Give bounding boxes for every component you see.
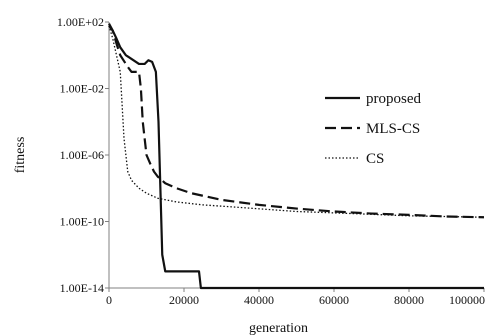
- series-line-mls-cs: [108, 23, 485, 219]
- series-line-proposed: [108, 25, 484, 290]
- series-group: [108, 23, 485, 290]
- legend: proposed MLS-CS CS: [325, 91, 421, 167]
- legend-label-mls-cs: MLS-CS: [366, 121, 420, 137]
- series-line-cs: [108, 25, 485, 218]
- x-axis-label: generation: [249, 321, 308, 336]
- y-axis-label: fitness: [13, 137, 28, 174]
- x-tick-label: 20000: [169, 293, 199, 307]
- y-tick-label: 1.00E-14: [60, 281, 104, 295]
- legend-label-proposed: proposed: [366, 91, 421, 107]
- x-tick-label: 100000: [449, 293, 485, 307]
- x-tick-label: 0: [106, 293, 112, 307]
- y-tick-label: 1.00E-10: [60, 215, 104, 229]
- y-tick-label: 1.00E-02: [60, 82, 104, 96]
- y-ticks: 1.00E+02 1.00E-02 1.00E-06 1.00E-10 1.00E-14: [57, 15, 109, 295]
- y-tick-label: 1.00E-06: [60, 148, 104, 162]
- x-ticks: 0 20000 40000 60000 80000 100000: [106, 288, 485, 307]
- axes: [108, 22, 484, 289]
- x-tick-label: 80000: [394, 293, 424, 307]
- legend-label-cs: CS: [366, 151, 384, 167]
- y-tick-label: 1.00E+02: [57, 15, 104, 29]
- x-tick-label: 60000: [319, 293, 349, 307]
- x-tick-label: 40000: [244, 293, 274, 307]
